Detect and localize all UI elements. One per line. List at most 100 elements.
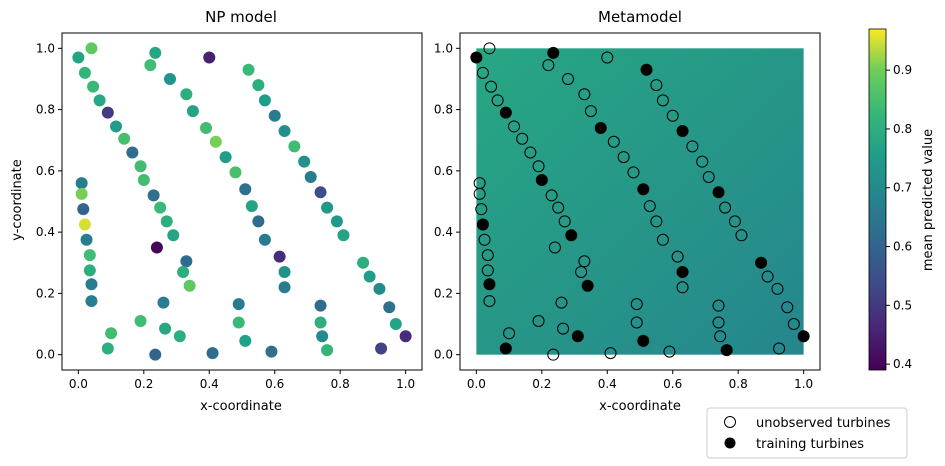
unobserved-turbine-point	[555, 296, 568, 309]
np-model-point	[373, 282, 386, 295]
unobserved-turbine-point	[650, 79, 663, 92]
np-model-point	[78, 218, 91, 231]
np-model-point	[93, 94, 106, 107]
np-model-point	[298, 155, 311, 168]
np-model-xlabel: x-coordinate	[200, 399, 282, 414]
np-model-point	[137, 174, 150, 187]
unobserved-turbine-point	[643, 200, 656, 213]
np-model-point	[330, 215, 343, 228]
np-model-point	[278, 281, 291, 294]
training-turbine-point	[499, 342, 512, 355]
unobserved-turbine-point	[532, 160, 545, 173]
np-model-point	[232, 298, 245, 311]
np-model-point	[183, 279, 196, 292]
np-model-point	[389, 318, 402, 331]
np-model-point	[87, 80, 100, 93]
np-model-point	[149, 46, 162, 59]
legend-frame	[706, 407, 908, 459]
np-model-point	[101, 342, 114, 355]
unobserved-turbine-point	[478, 233, 491, 246]
np-model-ytick-label: 0.0	[36, 348, 55, 362]
unobserved-turbine-point	[601, 51, 614, 64]
unobserved-turbine-point	[558, 215, 571, 228]
metamodel-xtick-label: 0.4	[598, 377, 617, 391]
unobserved-turbine-point	[617, 151, 630, 164]
np-model-point	[159, 322, 172, 335]
np-model-point	[357, 256, 370, 269]
colorbar-tick-label: 0.7	[893, 181, 912, 195]
unobserved-turbine-point	[547, 348, 560, 361]
colorbar-tick-label: 0.8	[893, 122, 912, 136]
metamodel-title: Metamodel	[598, 8, 682, 26]
legend: unobserved turbines training turbines	[706, 407, 908, 459]
unobserved-turbine-point	[666, 109, 679, 122]
np-model-axes-frame	[61, 32, 423, 371]
np-model-title: NP model	[205, 8, 277, 26]
np-model-point	[278, 125, 291, 138]
np-model-point	[383, 301, 396, 314]
metamodel-ytick-label: 1.0	[434, 41, 453, 55]
legend-training-marker	[724, 437, 736, 449]
np-model-point	[85, 278, 98, 291]
unobserved-turbine-point	[712, 316, 725, 329]
unobserved-turbine-point	[773, 342, 786, 355]
np-model-point	[219, 151, 232, 164]
np-model-point	[75, 177, 88, 190]
np-model-point	[203, 51, 216, 64]
metamodel-xtick-label: 0.6	[663, 377, 682, 391]
unobserved-turbine-point	[627, 166, 640, 179]
unobserved-turbine-point	[476, 66, 489, 79]
np-model-point	[232, 316, 245, 329]
np-model-point	[273, 250, 286, 263]
np-model-point	[314, 316, 327, 329]
training-turbine-point	[797, 330, 810, 343]
metamodel-points	[470, 42, 810, 361]
unobserved-turbine-point	[663, 345, 676, 358]
unobserved-turbine-point	[475, 203, 488, 216]
np-model-point	[206, 347, 219, 360]
legend-unobserved-label: unobserved turbines	[756, 416, 891, 431]
legend-unobserved-marker	[724, 416, 736, 428]
np-model-point	[252, 215, 265, 228]
training-turbine-point	[565, 229, 578, 242]
np-model-point	[258, 94, 271, 107]
metamodel-axes-frame	[459, 32, 821, 371]
np-model-point	[316, 330, 329, 343]
unobserved-turbine-point	[696, 155, 709, 168]
np-model-point	[154, 201, 167, 214]
np-model-xtick-label: 0.0	[69, 377, 88, 391]
unobserved-turbine-point	[483, 42, 496, 55]
np-model-point	[101, 106, 114, 119]
training-turbine-point	[676, 265, 689, 278]
np-model-point	[85, 295, 98, 308]
np-model-point	[157, 296, 170, 309]
metamodel-prediction-field	[476, 48, 804, 355]
training-turbine-point	[637, 183, 650, 196]
unobserved-turbine-point	[676, 281, 689, 294]
np-model-point	[150, 241, 163, 254]
colorbar-tick-label: 0.4	[893, 357, 912, 371]
np-model-point	[252, 79, 265, 92]
np-model-ytick-label: 0.2	[36, 286, 55, 300]
unobserved-turbine-point	[771, 282, 784, 295]
training-turbine-point	[640, 63, 653, 76]
np-model-ylabel: y-coordinate	[10, 159, 25, 241]
training-turbine-point	[755, 256, 768, 269]
training-turbine-point	[571, 330, 584, 343]
training-turbine-point	[547, 46, 560, 59]
np-model-ytick-label: 0.8	[36, 103, 55, 117]
unobserved-turbine-point	[548, 241, 561, 254]
metamodel-xtick-label: 0.8	[729, 377, 748, 391]
metamodel-ytick-label: 0.6	[434, 164, 453, 178]
np-model-point	[75, 187, 88, 200]
np-model-point	[126, 146, 139, 159]
unobserved-turbine-point	[735, 229, 748, 242]
unobserved-turbine-point	[524, 146, 537, 159]
metamodel-ytick-label: 0.4	[434, 225, 453, 239]
unobserved-turbine-point	[578, 88, 591, 101]
np-model-point	[265, 345, 278, 358]
np-model-point	[180, 255, 193, 268]
np-model-point	[80, 233, 93, 246]
training-turbine-point	[581, 279, 594, 292]
